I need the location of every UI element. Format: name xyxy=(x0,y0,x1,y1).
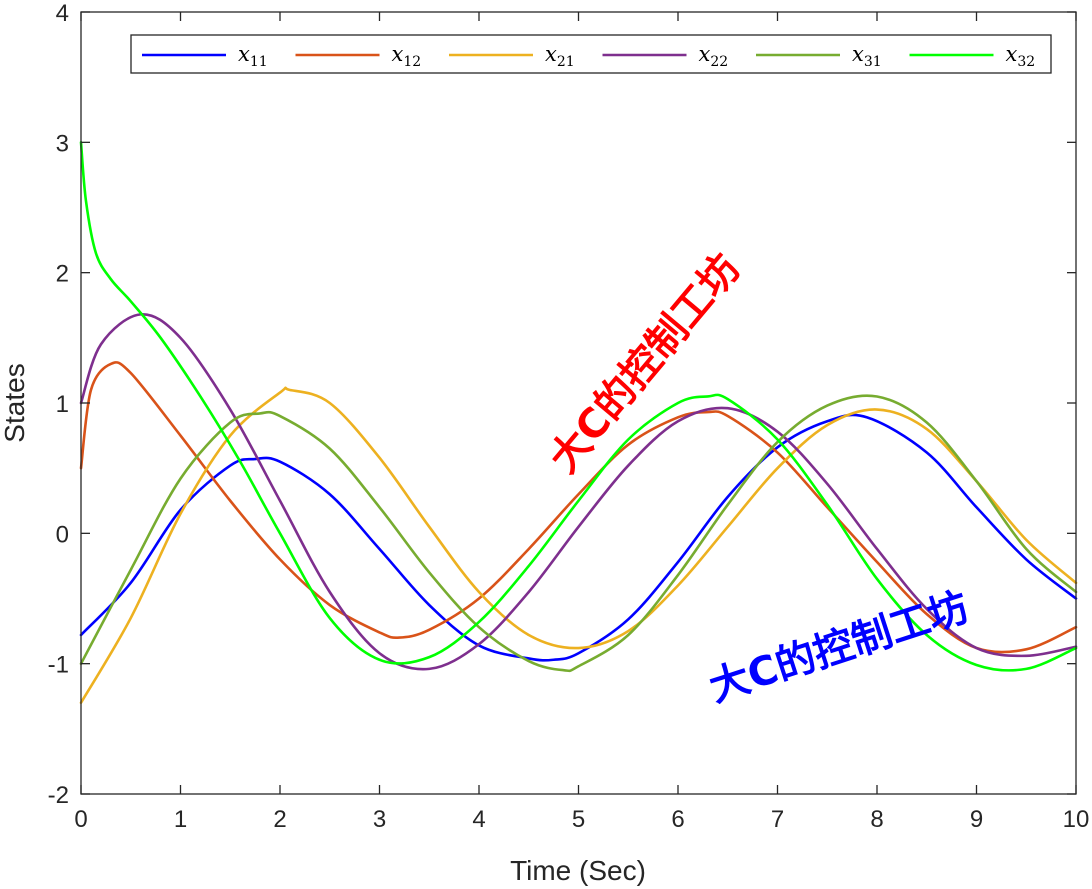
x-tick-label: 1 xyxy=(174,806,187,833)
y-tick-label: -2 xyxy=(48,782,69,809)
legend-label: x31 xyxy=(852,42,882,70)
x-tick-label: 4 xyxy=(472,806,485,833)
y-tick-label: 1 xyxy=(56,391,69,418)
legend-entry-x32: x32 xyxy=(909,42,1036,70)
legend: x11 x12 x21 x22 x31 x32 xyxy=(130,34,1052,74)
legend-label-main: x xyxy=(238,42,250,66)
x-tick-label: 6 xyxy=(671,806,684,833)
legend-label-sub: 12 xyxy=(403,54,421,70)
legend-box xyxy=(130,34,1052,74)
x-tick-label: 3 xyxy=(373,806,386,833)
x-tick-label: 8 xyxy=(870,806,883,833)
y-tick-label: -1 xyxy=(48,652,69,679)
y-tick-label: 3 xyxy=(56,130,69,157)
series-lines xyxy=(79,141,1078,705)
legend-entry-x22: x22 xyxy=(602,42,729,70)
legend-label: x32 xyxy=(1006,42,1036,70)
x-axis-label: Time (Sec) xyxy=(510,855,646,886)
legend-label-main: x xyxy=(852,42,864,66)
legend-label: x12 xyxy=(392,42,422,70)
x-tick-label: 9 xyxy=(970,806,983,833)
x-axis-ticks: 0 1 2 3 4 5 6 7 8 9 10 xyxy=(74,12,1089,833)
series-line-x21 xyxy=(79,386,1078,705)
x-tick-label: 7 xyxy=(771,806,784,833)
series-line-x22 xyxy=(79,313,1078,671)
series-line-x12 xyxy=(79,361,1078,654)
series-line-x11 xyxy=(79,413,1078,662)
x-tick-label: 0 xyxy=(74,806,87,833)
legend-label-sub: 22 xyxy=(710,54,728,70)
y-tick-label: 0 xyxy=(56,521,69,548)
y-tick-label: 4 xyxy=(56,0,69,27)
x-tick-label: 2 xyxy=(273,806,286,833)
legend-entries: x11 x12 x21 x22 x31 x32 xyxy=(142,42,1035,70)
x-tick-label: 5 xyxy=(572,806,585,833)
y-tick-label: 2 xyxy=(56,261,69,288)
x-tick-label: 10 xyxy=(1063,806,1090,833)
legend-entry-x21: x21 xyxy=(449,42,575,70)
legend-entry-x11: x11 xyxy=(142,42,268,70)
legend-label: x11 xyxy=(238,42,268,70)
legend-label-main: x xyxy=(699,42,711,66)
legend-label-sub: 21 xyxy=(557,54,575,70)
legend-label-sub: 32 xyxy=(1017,54,1035,70)
legend-label-main: x xyxy=(392,42,404,66)
legend-label-sub: 11 xyxy=(250,54,268,70)
legend-label-main: x xyxy=(1006,42,1018,66)
series-line-x32 xyxy=(79,141,1078,672)
legend-entry-x12: x12 xyxy=(295,42,422,70)
series-line-x31 xyxy=(79,394,1078,673)
legend-label: x21 xyxy=(545,42,575,70)
legend-label: x22 xyxy=(699,42,729,70)
legend-label-main: x xyxy=(545,42,557,66)
y-axis-label: States xyxy=(0,363,30,442)
legend-entry-x31: x31 xyxy=(756,42,882,70)
legend-label-sub: 31 xyxy=(864,54,882,70)
